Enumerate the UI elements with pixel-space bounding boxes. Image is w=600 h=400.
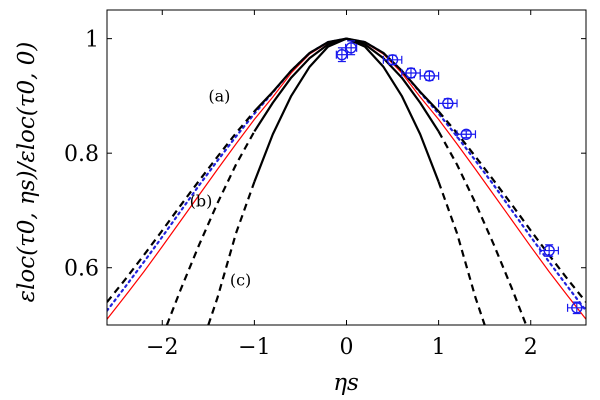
data-points-layer	[335, 40, 586, 315]
series-line-red-solid	[107, 38, 586, 320]
data-marker	[336, 48, 348, 61]
x-axis-title: ηs	[333, 370, 359, 396]
data-point	[456, 128, 477, 140]
y-tick-label: 0.6	[64, 257, 99, 282]
series-line-black-b	[165, 130, 256, 325]
data-point	[382, 54, 403, 66]
data-marker	[405, 67, 417, 79]
series-line-black-b	[437, 130, 528, 325]
annotation-c: (c)	[230, 270, 251, 289]
y-tick-label: 1	[85, 28, 99, 53]
ticks-layer	[107, 10, 586, 325]
labels-layer: −2 −1 0 1 2 0.6 0.8 1	[64, 28, 538, 360]
data-marker	[460, 128, 472, 140]
data-marker	[442, 97, 454, 110]
annotation-a: (a)	[208, 87, 230, 106]
data-marker	[571, 302, 583, 314]
series-line-black-a	[437, 110, 586, 303]
x-tick-label: 0	[340, 335, 354, 360]
series-line-black-a	[107, 110, 256, 303]
data-point	[438, 97, 458, 110]
series-line-black-c	[437, 181, 486, 325]
data-point	[344, 40, 358, 56]
x-tick-label: 2	[524, 335, 538, 360]
y-axis-title: εloc(τ0, ηs)/εloc(τ0, 0)	[14, 42, 40, 303]
data-marker	[386, 54, 399, 66]
data-marker	[543, 244, 555, 257]
data-point	[419, 70, 440, 82]
data-point	[566, 301, 586, 315]
series-line-black-c	[253, 37, 440, 183]
data-marker	[423, 70, 436, 82]
data-marker	[345, 42, 357, 54]
data-point	[539, 244, 559, 257]
series-layer	[107, 37, 586, 325]
x-tick-label: −2	[146, 335, 178, 360]
data-point	[401, 67, 421, 79]
x-tick-label: 1	[432, 335, 446, 360]
y-tick-label: 0.8	[64, 142, 99, 167]
annotation-b: (b)	[190, 191, 213, 210]
series-line-black-c	[207, 181, 256, 325]
x-tick-label: −1	[238, 335, 270, 360]
series-line-blue-dotted	[107, 37, 586, 312]
